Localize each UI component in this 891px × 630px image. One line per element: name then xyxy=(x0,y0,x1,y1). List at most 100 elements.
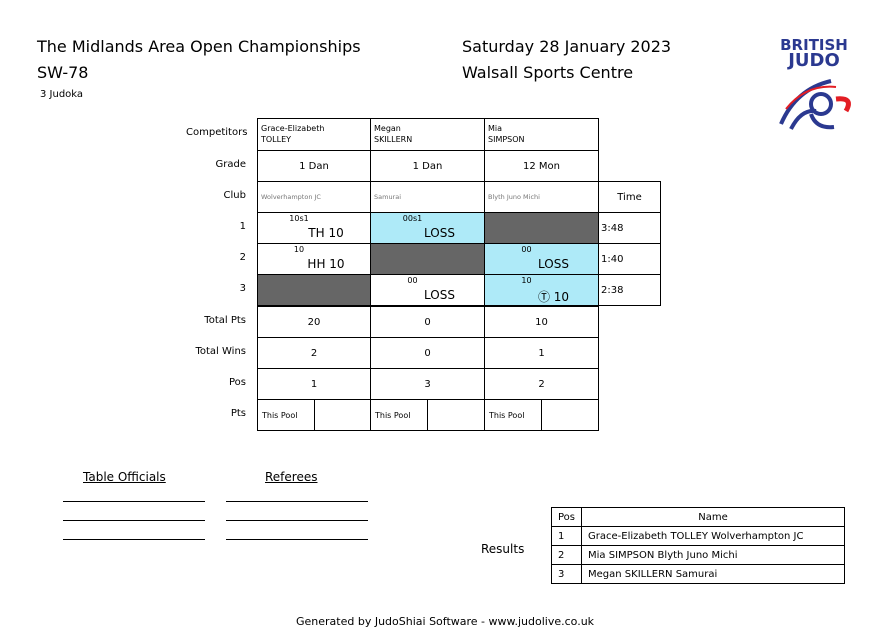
name-cell: Megan SKILLERN Samurai xyxy=(581,564,846,584)
row-label-b1: 1 xyxy=(239,220,246,232)
pos-cell: 2 xyxy=(484,368,599,400)
results-label: Results xyxy=(481,542,525,556)
pool-pts-label: This Pool xyxy=(258,400,315,430)
total-pts-value: 0 xyxy=(424,316,431,328)
table-row: 3 Megan SKILLERN Samurai xyxy=(550,564,846,584)
pos-header: Pos xyxy=(550,507,583,527)
total-wins-value: 2 xyxy=(310,347,318,359)
bout-score: 00 xyxy=(521,245,532,254)
competitor-last-name: SKILLERN xyxy=(374,135,413,144)
pos-cell: 3 xyxy=(370,368,485,400)
referees-label: Referees xyxy=(265,470,318,484)
bout-result: TH 10 xyxy=(308,226,344,240)
table-officials-label: Table Officials xyxy=(83,470,166,484)
club-value: Wolverhampton JC xyxy=(261,193,321,201)
pos-value: 1 xyxy=(310,378,318,390)
results-header: Pos Name xyxy=(550,507,846,527)
grade-cell: 1 Dan xyxy=(257,150,371,182)
competitor-name-cell: Megan SKILLERN xyxy=(370,118,485,151)
name-cell: Mia SIMPSON Blyth Juno Michi xyxy=(581,545,846,565)
bout-cell: 10s1 TH 10 xyxy=(257,212,371,244)
total-pts-cell: 0 xyxy=(370,306,485,338)
row-label-pos: Pos xyxy=(228,376,246,388)
signature-line xyxy=(63,501,205,502)
row-label-b2: 2 xyxy=(239,251,246,263)
pts-cell: This Pool xyxy=(370,399,485,431)
row-label-pts: Pts xyxy=(230,407,246,419)
bout-result: LOSS xyxy=(538,257,569,271)
bout-result: LOSS xyxy=(424,288,455,302)
competitor-name-cell: Grace-Elizabeth TOLLEY xyxy=(257,118,371,151)
pos-cell: 1 xyxy=(257,368,371,400)
club-cell: Blyth Juno Michi xyxy=(484,181,599,213)
grade-value: 12 Mon xyxy=(523,160,560,172)
time-cell: 1:40 xyxy=(598,243,661,275)
bout-time: 3:48 xyxy=(601,222,624,234)
total-pts-cell: 10 xyxy=(484,306,599,338)
event-title: The Midlands Area Open Championships xyxy=(37,37,361,56)
row-label-club: Club xyxy=(223,189,246,201)
results-table: Pos Name 1 Grace-Elizabeth TOLLEY Wolverha… xyxy=(550,507,846,584)
total-wins-cell: 1 xyxy=(484,337,599,369)
bout-score: 10 xyxy=(521,276,532,285)
pos-value: 2 xyxy=(538,378,545,390)
row-label-b3: 3 xyxy=(239,282,246,294)
bout-time: 2:38 xyxy=(601,284,624,296)
judoka-count: 3 Judoka xyxy=(40,89,84,100)
competitor-first-name: Megan xyxy=(374,124,401,133)
club-cell: Wolverhampton JC xyxy=(257,181,371,213)
pts-cell: This Pool xyxy=(257,399,371,431)
competitor-first-name: Grace-Elizabeth xyxy=(261,124,325,133)
bout-cell xyxy=(257,274,371,306)
signature-line xyxy=(226,539,368,540)
bout-result: Ⓣ 10 xyxy=(537,290,570,304)
bout-time: 1:40 xyxy=(601,253,624,265)
pos-cell: 2 xyxy=(550,545,583,565)
competitor-name-cell: Mia SIMPSON xyxy=(484,118,599,151)
bout-cell xyxy=(370,243,485,275)
grade-value: 1 Dan xyxy=(299,160,329,172)
bout-score: 10 xyxy=(293,245,305,254)
signature-line xyxy=(226,520,368,521)
total-wins-value: 0 xyxy=(424,347,431,359)
row-label-grade: Grade xyxy=(215,158,247,170)
club-cell: Samurai xyxy=(370,181,485,213)
time-header-cell: Time xyxy=(598,181,661,213)
row-label-total_wins: Total Wins xyxy=(195,345,246,357)
table-row: 2 Mia SIMPSON Blyth Juno Michi xyxy=(550,545,846,565)
competitor-last-name: TOLLEY xyxy=(261,135,292,144)
bout-cell: 00 LOSS xyxy=(370,274,485,306)
signature-line xyxy=(63,539,205,540)
footer: Generated by JudoShiai Software - www.ju… xyxy=(296,615,595,628)
british-judo-logo: BRITISH JUDO xyxy=(776,38,856,143)
pos-cell: 3 xyxy=(550,564,583,584)
total-pts-cell: 20 xyxy=(257,306,371,338)
venue: Walsall Sports Centre xyxy=(462,63,634,82)
judo-figure-icon xyxy=(779,79,851,130)
bout-result: HH 10 xyxy=(307,257,345,271)
competitor-last-name: SIMPSON xyxy=(488,135,525,144)
total-wins-cell: 0 xyxy=(370,337,485,369)
event-date: Saturday 28 January 2023 xyxy=(462,37,672,56)
bout-cell: 00s1 LOSS xyxy=(370,212,485,244)
total-wins-value: 1 xyxy=(538,347,545,359)
time-cell: 2:38 xyxy=(598,274,661,306)
time-cell: 3:48 xyxy=(598,212,661,244)
bout-cell: 10 Ⓣ 10 xyxy=(484,274,599,306)
row-label-total_pts: Total Pts xyxy=(204,314,246,326)
bout-cell xyxy=(484,212,599,244)
bout-score: 00 xyxy=(407,276,418,285)
time-header: Time xyxy=(617,191,642,203)
row-label-competitors: Competitors xyxy=(186,127,248,138)
bout-cell: 00 LOSS xyxy=(484,243,599,275)
signature-line xyxy=(226,501,368,502)
club-value: Blyth Juno Michi xyxy=(488,193,540,201)
total-wins-cell: 2 xyxy=(257,337,371,369)
grade-value: 1 Dan xyxy=(412,160,443,172)
total-pts-value: 20 xyxy=(307,316,321,328)
name-header: Name xyxy=(581,507,846,527)
pts-cell: This Pool xyxy=(484,399,599,431)
bout-score: 10s1 xyxy=(289,214,309,223)
pos-value: 3 xyxy=(424,378,431,390)
